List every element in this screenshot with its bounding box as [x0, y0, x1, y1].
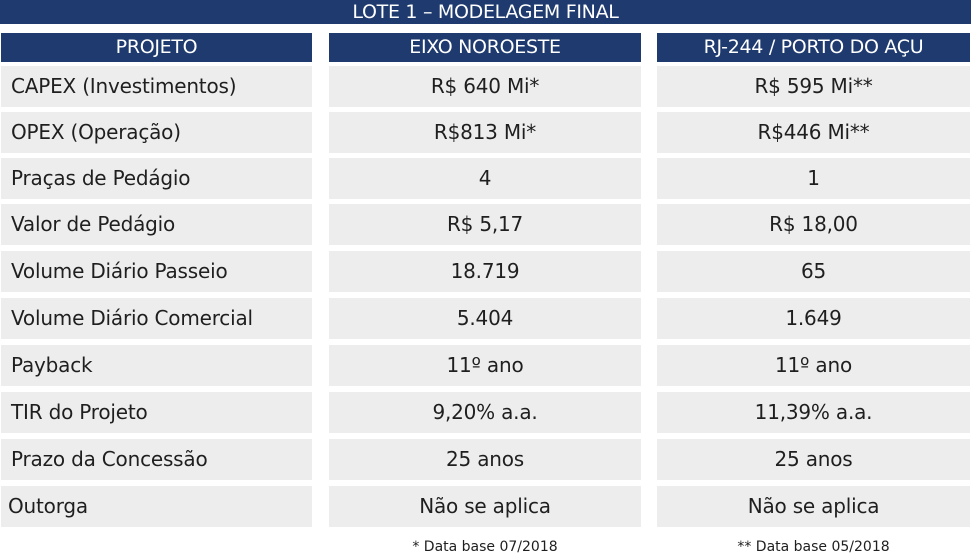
eixo-value: 25 anos [329, 439, 641, 480]
table-row-opex: OPEX (Operação) R$813 Mi* R$446 Mi** [0, 112, 971, 153]
row-label: Praças de Pedágio [1, 158, 312, 199]
header-eixo-noroeste: EIXO NOROESTE [329, 33, 641, 62]
table-row-outorga: Outorga Não se aplica Não se aplica [0, 486, 971, 527]
row-label: Volume Diário Comercial [1, 298, 312, 339]
eixo-value: Não se aplica [329, 486, 641, 527]
row-label: Valor de Pedágio [1, 204, 312, 245]
row-label: CAPEX (Investimentos) [1, 66, 312, 107]
rj-value: 1 [657, 158, 970, 199]
row-label: Payback [1, 345, 312, 386]
rj-value: 25 anos [657, 439, 970, 480]
eixo-value: 5.404 [329, 298, 641, 339]
table-row-prazo: Prazo da Concessão 25 anos 25 anos [0, 439, 971, 480]
table-row-payback: Payback 11º ano 11º ano [0, 345, 971, 386]
rj-value: Não se aplica [657, 486, 970, 527]
eixo-value: R$ 5,17 [329, 204, 641, 245]
row-label: TIR do Projeto [1, 392, 312, 433]
row-label: Volume Diário Passeio [1, 251, 312, 292]
eixo-value: 11º ano [329, 345, 641, 386]
table-row-pracas: Praças de Pedágio 4 1 [0, 158, 971, 199]
row-label: Outorga [1, 486, 312, 527]
rj-value: 65 [657, 251, 970, 292]
footnote-eixo-data-base: * Data base 07/2018 [412, 539, 558, 555]
eixo-value: 9,20% a.a. [329, 392, 641, 433]
row-label: Prazo da Concessão [1, 439, 312, 480]
table-row-capex: CAPEX (Investimentos) R$ 640 Mi* R$ 595 … [0, 66, 971, 107]
header-projeto: PROJETO [1, 33, 312, 62]
eixo-value: R$813 Mi* [329, 112, 641, 153]
rj-value: 11,39% a.a. [657, 392, 970, 433]
table-row-volume-passeio: Volume Diário Passeio 18.719 65 [0, 251, 971, 292]
rj-value: R$446 Mi** [657, 112, 970, 153]
eixo-value: R$ 640 Mi* [329, 66, 641, 107]
table-title: LOTE 1 – MODELAGEM FINAL [0, 0, 971, 24]
rj-value: 11º ano [657, 345, 970, 386]
row-label: OPEX (Operação) [1, 112, 312, 153]
rj-value: R$ 595 Mi** [657, 66, 970, 107]
header-rj-244-porto-do-acu: RJ-244 / PORTO DO AÇU [657, 33, 970, 62]
footnote-rj-data-base: ** Data base 05/2018 [737, 539, 890, 555]
table-row-tir: TIR do Projeto 9,20% a.a. 11,39% a.a. [0, 392, 971, 433]
rj-value: R$ 18,00 [657, 204, 970, 245]
rj-value: 1.649 [657, 298, 970, 339]
table-row-valor-pedagio: Valor de Pedágio R$ 5,17 R$ 18,00 [0, 204, 971, 245]
table-row-volume-comercial: Volume Diário Comercial 5.404 1.649 [0, 298, 971, 339]
eixo-value: 4 [329, 158, 641, 199]
eixo-value: 18.719 [329, 251, 641, 292]
